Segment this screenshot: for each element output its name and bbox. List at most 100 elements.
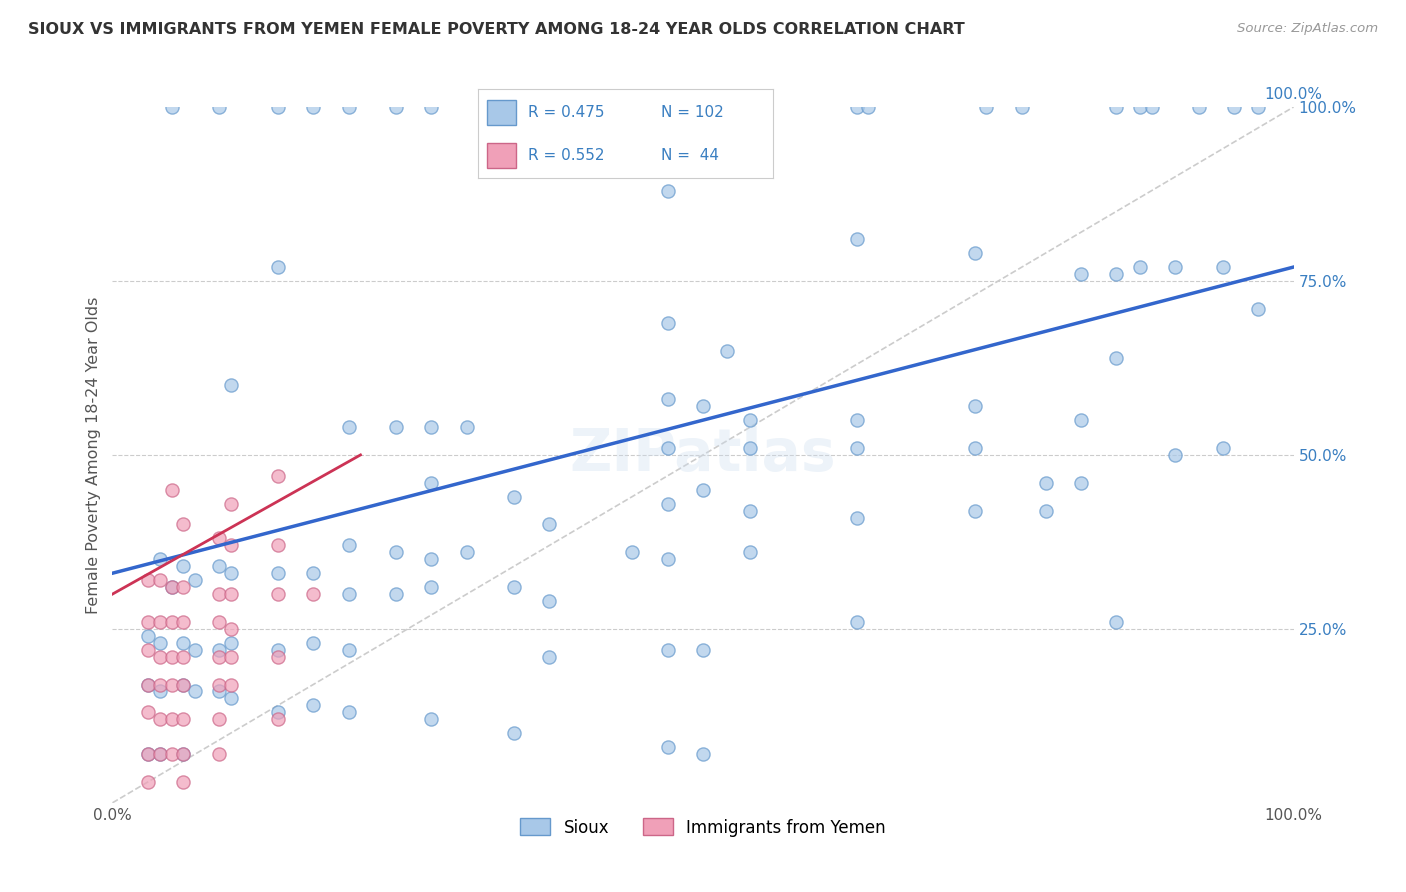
Point [219, 497, 242, 511]
Point [149, 677, 172, 691]
Point [184, 573, 207, 587]
Point [172, 747, 194, 761]
Point [1105, 100, 1128, 114]
Point [845, 100, 868, 114]
Point [420, 420, 443, 434]
Point [337, 100, 360, 114]
Point [858, 100, 880, 114]
Point [538, 594, 561, 608]
FancyBboxPatch shape [486, 143, 516, 168]
Point [1070, 475, 1092, 490]
Point [136, 775, 159, 789]
Point [149, 684, 172, 698]
Point [692, 399, 714, 413]
Point [963, 246, 986, 260]
Point [302, 587, 325, 601]
Point [302, 566, 325, 581]
Point [845, 441, 868, 455]
Point [219, 378, 242, 392]
Point [976, 100, 998, 114]
Point [1129, 100, 1152, 114]
Point [136, 642, 159, 657]
Point [1247, 100, 1270, 114]
Point [385, 100, 408, 114]
Point [149, 552, 172, 566]
Point [420, 100, 443, 114]
Point [160, 615, 183, 629]
Point [136, 629, 159, 643]
Point [657, 642, 679, 657]
Point [208, 587, 231, 601]
Text: R = 0.475: R = 0.475 [529, 105, 605, 120]
Point [136, 706, 159, 720]
Point [692, 483, 714, 497]
Point [149, 712, 172, 726]
Point [420, 712, 443, 726]
Point [208, 100, 231, 114]
Point [1011, 100, 1033, 114]
Point [208, 712, 231, 726]
Text: R = 0.552: R = 0.552 [529, 148, 605, 162]
Point [219, 677, 242, 691]
Point [149, 636, 172, 650]
Point [456, 545, 478, 559]
Point [172, 712, 194, 726]
Point [692, 642, 714, 657]
Point [1129, 260, 1152, 274]
Point [337, 587, 360, 601]
Point [172, 559, 194, 574]
Point [208, 684, 231, 698]
Point [1212, 260, 1234, 274]
Point [172, 615, 194, 629]
Point [657, 392, 679, 407]
Point [160, 649, 183, 664]
Point [172, 649, 194, 664]
Point [160, 712, 183, 726]
Point [136, 677, 159, 691]
Point [740, 503, 762, 517]
Point [420, 580, 443, 594]
Point [1140, 100, 1163, 114]
Point [302, 698, 325, 713]
Point [267, 538, 290, 552]
Point [963, 503, 986, 517]
Point [1247, 301, 1270, 316]
Point [136, 747, 159, 761]
Point [740, 545, 762, 559]
Point [657, 441, 679, 455]
Point [149, 649, 172, 664]
Point [267, 642, 290, 657]
Point [160, 580, 183, 594]
Point [740, 413, 762, 427]
Text: N = 102: N = 102 [661, 105, 724, 120]
Point [1212, 441, 1234, 455]
Point [456, 420, 478, 434]
Point [337, 642, 360, 657]
FancyBboxPatch shape [486, 100, 516, 125]
Point [267, 566, 290, 581]
Point [337, 706, 360, 720]
Point [337, 538, 360, 552]
Point [657, 552, 679, 566]
Point [657, 740, 679, 755]
Point [219, 587, 242, 601]
Point [963, 399, 986, 413]
Point [503, 490, 526, 504]
Point [337, 420, 360, 434]
Point [219, 566, 242, 581]
Point [845, 232, 868, 246]
Point [208, 649, 231, 664]
Point [267, 706, 290, 720]
Point [1105, 267, 1128, 281]
Point [1105, 351, 1128, 365]
Point [845, 510, 868, 524]
Legend: Sioux, Immigrants from Yemen: Sioux, Immigrants from Yemen [513, 812, 893, 843]
Point [420, 475, 443, 490]
Point [692, 747, 714, 761]
Point [302, 100, 325, 114]
Point [219, 636, 242, 650]
Point [385, 545, 408, 559]
Point [219, 691, 242, 706]
Point [184, 642, 207, 657]
Point [160, 483, 183, 497]
